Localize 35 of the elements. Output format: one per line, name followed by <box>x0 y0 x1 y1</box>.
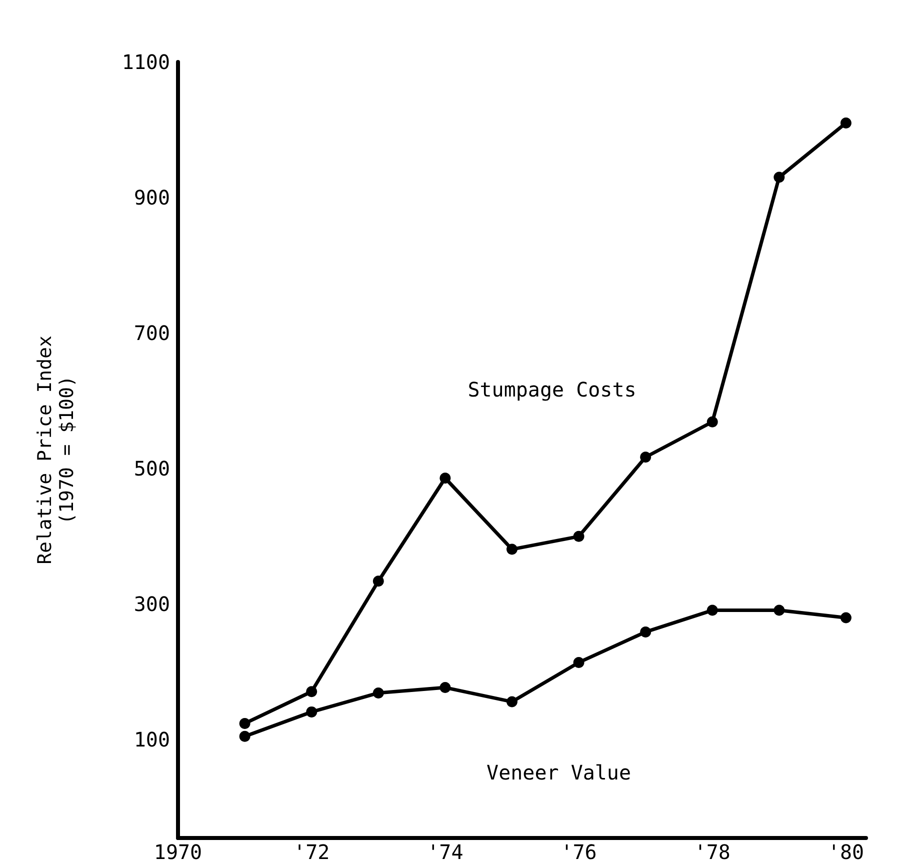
point <box>306 706 318 718</box>
point <box>640 626 652 638</box>
x-tick-label: '78 <box>694 840 730 862</box>
point <box>372 687 384 698</box>
x-tick-label: '80 <box>828 840 864 862</box>
point <box>506 696 518 708</box>
point <box>774 172 785 183</box>
point <box>774 604 785 616</box>
y-tick-label: 700 <box>134 321 170 346</box>
point <box>440 472 451 484</box>
point <box>840 612 852 624</box>
point <box>706 416 718 428</box>
point <box>239 718 250 729</box>
y-tick-label: 500 <box>134 456 170 481</box>
point <box>372 576 384 587</box>
point <box>706 604 718 616</box>
y-tick-label: 100 <box>134 728 170 752</box>
point <box>640 452 652 463</box>
y-tick-label: 1100 <box>122 50 170 74</box>
x-tick-label: 1970 <box>154 840 202 862</box>
point <box>573 656 584 668</box>
text: Stumpage Costs <box>468 377 636 402</box>
y-tick-label: 900 <box>134 186 170 210</box>
x-tick-label: '74 <box>427 840 464 862</box>
point <box>573 530 584 542</box>
point <box>506 544 518 555</box>
y-axis-title: Relative Price Index (1970 = $100) <box>34 336 78 564</box>
x-tick-label: '72 <box>294 840 330 862</box>
x-tick-label: '76 <box>560 840 597 862</box>
point <box>440 682 451 694</box>
point <box>840 118 852 128</box>
text: Veneer Value <box>486 760 632 784</box>
point <box>239 730 250 742</box>
point <box>306 686 318 698</box>
y-tick-label: 300 <box>134 592 170 616</box>
